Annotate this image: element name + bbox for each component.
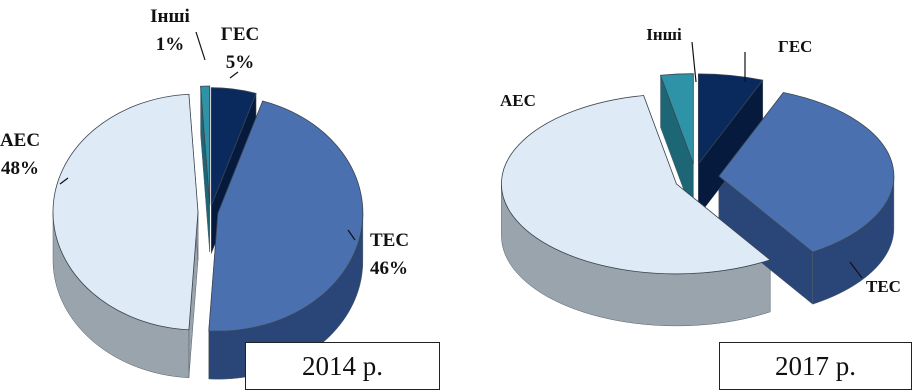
pie-slice-other: [659, 73, 694, 164]
slice-percent-aes: 48%: [1, 158, 39, 179]
pie-chart-2014: ГЕС 5% ТЕС 46% АЕС 48% Інші 1% 2014 р.: [0, 6, 440, 390]
year-caption-2017: 2017 р.: [719, 342, 912, 390]
leader-line-tes: [849, 261, 863, 279]
slice-label-ges: ГЕС: [221, 24, 259, 45]
slice-label-other: Інші: [150, 6, 190, 27]
slice-percent-other: 1%: [156, 34, 185, 55]
pie-chart-2014-svg: ГЕС 5% ТЕС 46% АЕС 48% Інші 1%: [0, 6, 409, 380]
year-caption-2014: 2014 р.: [245, 342, 440, 390]
pie-chart-2017-svg: ГЕС ТЕС АЕС Інші: [500, 25, 901, 327]
slice-label-aes: АЕС: [500, 91, 536, 110]
slice-label-tes: ТЕС: [866, 277, 901, 296]
slice-label-other: Інші: [646, 25, 682, 44]
leader-line-tes: [347, 229, 356, 241]
leader-line-other: [195, 31, 206, 61]
pie-slice-other: [200, 85, 211, 205]
pie-slice-tes: [718, 92, 895, 253]
slice-label-tes: ТЕС: [370, 230, 409, 251]
slice-percent-tes: 46%: [370, 258, 408, 279]
pie-chart-2017: ГЕС ТЕС АЕС Інші 2017 р.: [470, 0, 914, 390]
slice-label-aes: АЕС: [0, 130, 40, 151]
leader-line-aes: [59, 177, 69, 185]
slice-percent-ges: 5%: [226, 52, 255, 73]
pie-slice-aes: [501, 95, 771, 275]
pie-slice-ges: [210, 87, 257, 206]
pie-slice-aes: [52, 93, 199, 331]
leader-line-other: [691, 41, 697, 83]
pie-slice-ges: [697, 73, 764, 166]
leader-line-ges: [229, 71, 239, 79]
pie-slice-tes: [208, 100, 364, 332]
slice-label-ges: ГЕС: [778, 37, 812, 56]
